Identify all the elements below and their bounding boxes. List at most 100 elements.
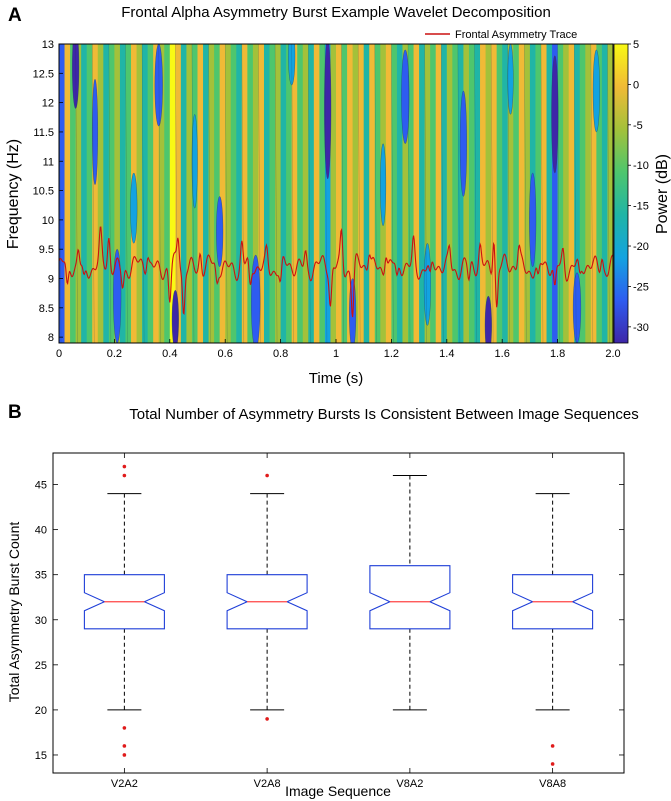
heatmap-band-40 (280, 44, 287, 343)
heatmap-band-82 (513, 44, 520, 343)
heatmap-band-72 (457, 44, 465, 343)
panel-b: B Total Number of Asymmetry Bursts Is Co… (6, 402, 639, 799)
heatmap-band-70 (446, 44, 453, 343)
heatmap-band-19 (164, 44, 171, 343)
x-tick-label-a: 0.8 (273, 348, 288, 360)
x-tick-label-a: 1.2 (384, 348, 399, 360)
panel-b-y-axis: 15 20 25 30 35 40 45 (35, 480, 624, 762)
heatmap-band-78 (491, 44, 498, 343)
heatmap-band-94 (579, 44, 586, 343)
heatmap-band-81 (507, 44, 514, 343)
heatmap-blob-0 (72, 44, 80, 109)
heatmap-band-26 (203, 44, 210, 343)
heatmap-band-20 (169, 44, 176, 343)
outlier-point (265, 717, 269, 721)
heatmap-band-3 (75, 44, 82, 343)
panel-b-title: Total Number of Asymmetry Bursts Is Cons… (129, 406, 638, 423)
heatmap-blob-14 (423, 243, 431, 326)
heatmap-blob-21 (592, 49, 600, 133)
heatmap-band-37 (263, 44, 271, 343)
heatmap-band-84 (524, 44, 531, 343)
heatmap-contour-87 (540, 44, 544, 343)
heatmap-contour-12 (125, 44, 128, 343)
heatmap-band-69 (441, 44, 448, 343)
y-tick-label-a: 12.5 (33, 68, 54, 80)
colorbar-tick-label: -5 (633, 120, 643, 132)
panel-a-y-label: Frequency (Hz) (5, 139, 22, 249)
panel-a-x-label: Time (s) (309, 370, 363, 387)
x-tick-label-b: V2A8 (254, 778, 281, 790)
heatmap-band-41 (286, 44, 293, 343)
heatmap-band-4 (81, 44, 88, 343)
heatmap-band-99 (607, 44, 613, 343)
heatmap-band-61 (396, 44, 404, 343)
y-tick-label-b: 25 (35, 660, 47, 672)
heatmap-contour-99 (607, 44, 610, 343)
heatmap-band-47 (319, 44, 326, 343)
heatmap-blob-4 (154, 44, 163, 127)
heatmap-contour-36 (258, 44, 261, 343)
heatmap-blob-6 (191, 114, 198, 209)
heatmap-band-9 (108, 44, 115, 343)
heatmap-contour-30 (225, 44, 228, 343)
heatmap-band-25 (197, 44, 204, 343)
x-tick-label-a: 1 (333, 348, 339, 360)
heatmap-band-21 (175, 44, 182, 343)
panel-a-label: A (8, 5, 22, 26)
heatmap-band-1 (64, 44, 71, 343)
y-tick-label-b: 40 (35, 525, 47, 537)
x-tick-label-a: 0.4 (162, 348, 177, 360)
legend-box (419, 26, 605, 42)
y-tick-label-a: 10.5 (33, 186, 54, 198)
heatmap-band-86 (535, 44, 542, 343)
panel-b-y-label: Total Asymmetry Burst Count (6, 522, 22, 703)
heatmap-band-16 (147, 44, 154, 343)
heatmap-contour-72 (457, 44, 461, 343)
colorbar-tick-label: -10 (633, 160, 649, 172)
heatmap-blob-18 (529, 172, 537, 268)
heatmap-contour-63 (407, 44, 411, 343)
y-tick-label-a: 10 (42, 215, 54, 227)
colorbar-label: Power (dB) (654, 154, 671, 234)
heatmap-band-43 (297, 44, 304, 343)
heatmap-band-7 (97, 44, 104, 343)
colorbar-tick-label: -25 (633, 281, 649, 293)
outlier-point (265, 473, 269, 478)
box-body (512, 574, 594, 630)
y-tick-label-a: 8.5 (39, 303, 54, 315)
heatmap-contour-51 (341, 44, 344, 343)
heatmap-contour-54 (357, 44, 361, 343)
heatmap-blob-12 (380, 143, 387, 226)
heatmap-bands (59, 44, 613, 343)
heatmap-band-27 (208, 44, 215, 343)
heatmap-contour-93 (574, 44, 577, 343)
heatmap-band-90 (557, 44, 564, 343)
colorbar (613, 43, 629, 344)
heatmap-band-38 (269, 44, 276, 343)
y-tick-label-a: 9.5 (39, 244, 54, 256)
heatmap-band-51 (341, 44, 348, 343)
heatmap-band-63 (408, 44, 415, 343)
heatmap-band-15 (142, 44, 149, 343)
heatmap-band-50 (336, 44, 343, 343)
colorbar-tick-label: 0 (633, 79, 639, 91)
heatmap-blob-10 (324, 44, 332, 180)
outlier-point (550, 744, 555, 748)
heatmap-band-97 (596, 44, 603, 343)
heatmap-band-54 (358, 44, 365, 343)
heatmap-band-22 (180, 44, 188, 343)
box-body (226, 574, 308, 630)
heatmap-blob-2 (113, 248, 122, 343)
heatmap-band-80 (502, 44, 509, 343)
heatmap-band-93 (574, 44, 581, 343)
heatmap-band-42 (291, 44, 298, 343)
heatmap-contour-45 (308, 44, 311, 343)
box-body (369, 565, 451, 630)
heatmap-contour-33 (241, 44, 244, 343)
heatmap-band-68 (435, 44, 442, 343)
colorbar-ticks: 5 0 -5 -10 -15 -20 -25 -30 (628, 39, 649, 334)
heatmap-band-33 (241, 44, 248, 343)
outlier-point (122, 464, 127, 469)
colorbar-tick-label: -15 (633, 201, 649, 213)
heatmap-band-5 (86, 44, 93, 343)
